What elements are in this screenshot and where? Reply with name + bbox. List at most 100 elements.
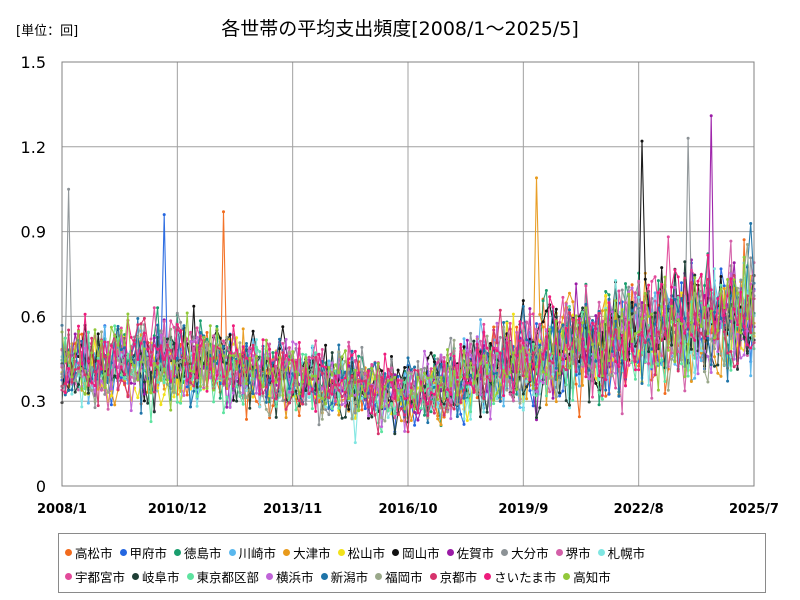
data-point	[294, 408, 298, 412]
data-point	[271, 404, 275, 408]
data-point	[426, 396, 430, 400]
data-point	[449, 403, 453, 407]
data-point	[80, 332, 84, 336]
data-point	[185, 362, 189, 366]
data-point	[584, 306, 588, 310]
data-point	[284, 416, 288, 420]
series-layer	[60, 114, 756, 445]
legend-item: 徳島市	[174, 543, 222, 562]
data-point	[396, 413, 400, 417]
data-point	[465, 398, 469, 402]
data-point	[241, 391, 245, 395]
data-point	[561, 362, 565, 366]
data-point	[726, 351, 730, 355]
data-point	[538, 348, 542, 352]
data-point	[604, 293, 608, 297]
data-point	[604, 308, 608, 312]
data-point	[699, 359, 703, 363]
data-point	[469, 342, 473, 346]
data-point	[637, 368, 641, 372]
data-point	[182, 394, 186, 397]
data-point	[469, 353, 473, 357]
data-point	[745, 354, 749, 357]
data-point	[449, 384, 453, 388]
data-point	[511, 399, 515, 403]
data-point	[472, 339, 476, 343]
data-point	[706, 380, 710, 384]
data-point	[722, 306, 726, 310]
data-point	[413, 368, 417, 372]
data-point	[287, 387, 291, 390]
data-point	[680, 322, 683, 326]
data-point	[564, 399, 568, 403]
data-point	[610, 349, 614, 353]
data-point	[554, 366, 558, 370]
data-point	[86, 383, 90, 387]
data-point	[386, 379, 390, 383]
data-point	[558, 346, 562, 350]
data-point	[192, 389, 196, 393]
data-point	[716, 363, 720, 367]
data-point	[245, 342, 248, 345]
data-point	[228, 406, 232, 409]
data-point	[696, 372, 700, 376]
data-point	[383, 385, 387, 389]
data-point	[241, 327, 245, 331]
data-point	[693, 376, 697, 380]
data-point	[380, 430, 384, 434]
data-point	[139, 341, 143, 345]
data-point	[614, 371, 618, 375]
data-point	[541, 320, 545, 324]
data-point	[719, 287, 723, 291]
data-point	[106, 340, 110, 344]
data-point	[538, 360, 542, 364]
data-point	[591, 319, 594, 322]
data-point	[749, 374, 753, 378]
data-point	[600, 394, 604, 397]
data-point	[116, 343, 120, 347]
data-point	[446, 398, 449, 402]
data-point	[581, 310, 585, 314]
data-point	[686, 321, 690, 325]
data-point	[406, 356, 410, 360]
data-point	[393, 432, 397, 436]
data-point	[607, 373, 611, 377]
data-point	[581, 321, 585, 325]
data-point	[656, 388, 660, 392]
data-point	[732, 278, 736, 282]
data-point	[403, 372, 407, 376]
data-point	[198, 319, 202, 323]
data-point	[709, 309, 713, 313]
data-point	[739, 290, 743, 294]
data-point	[673, 362, 677, 366]
data-point	[742, 238, 746, 242]
data-point	[192, 335, 196, 339]
data-point	[568, 308, 571, 312]
data-point	[656, 279, 660, 283]
data-point	[390, 380, 393, 384]
data-point	[650, 312, 654, 316]
data-point	[202, 335, 206, 339]
data-point	[205, 389, 209, 393]
data-point	[709, 371, 713, 374]
x-tick-label: 2010/12	[148, 502, 207, 517]
data-point	[495, 341, 499, 345]
data-point	[419, 389, 423, 392]
data-point	[192, 370, 196, 374]
data-point	[620, 412, 624, 416]
data-point	[347, 368, 351, 371]
data-point	[600, 320, 604, 324]
data-point	[594, 355, 598, 359]
data-point	[93, 390, 97, 393]
data-point	[432, 392, 436, 396]
data-point	[287, 390, 291, 394]
data-point	[212, 400, 216, 404]
data-point	[284, 407, 288, 411]
data-point	[106, 373, 110, 377]
data-point	[96, 332, 100, 336]
data-point	[100, 339, 103, 343]
data-point	[432, 366, 436, 370]
data-point	[393, 412, 397, 415]
data-point	[568, 311, 571, 315]
data-point	[633, 291, 637, 295]
